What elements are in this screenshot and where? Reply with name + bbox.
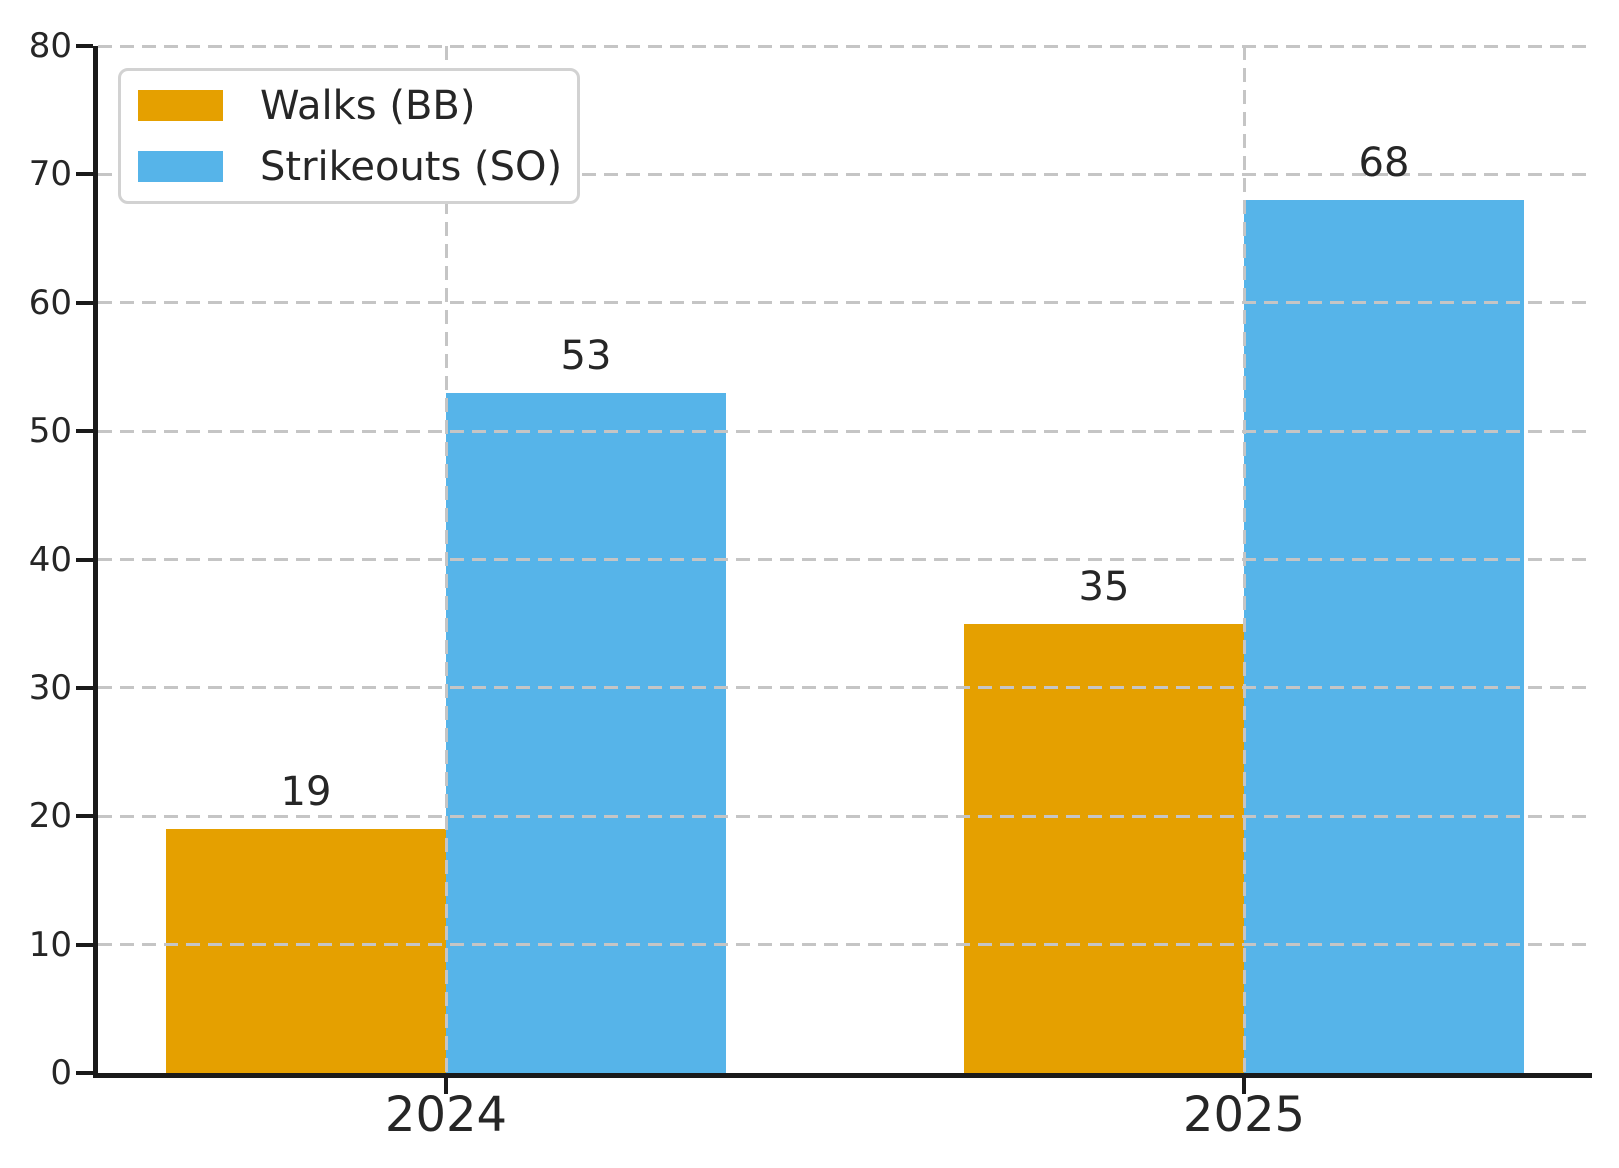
gridline-y-80 — [98, 44, 1592, 48]
x-axis-line — [93, 1073, 1592, 1078]
bar-2025-strikeouts — [1244, 200, 1524, 1073]
gridline-x-2024 — [444, 46, 448, 1073]
gridline-y-50 — [98, 429, 1592, 433]
legend-label-strikeouts: Strikeouts (SO) — [260, 143, 563, 190]
bar-value-label: 53 — [560, 332, 612, 379]
bar-value-label: 35 — [1078, 563, 1130, 610]
legend-item-strikeouts: Strikeouts (SO) — [138, 144, 577, 190]
y-tick-label: 60 — [28, 282, 72, 323]
gridline-y-40 — [98, 558, 1592, 561]
gridline-y-20 — [98, 814, 1592, 818]
legend-swatch-walks-color — [138, 90, 223, 121]
bar-2024-walks — [166, 829, 446, 1073]
y-tick-mark — [76, 429, 93, 434]
y-tick-label: 20 — [28, 796, 72, 837]
y-tick-mark — [76, 1071, 93, 1075]
y-tick-label: 10 — [28, 924, 72, 965]
y-tick-mark — [76, 942, 93, 947]
legend-item-walks: Walks (BB) — [138, 83, 577, 129]
bar-value-label: 19 — [280, 769, 332, 816]
x-tick-label-2024: 2024 — [384, 1087, 508, 1143]
gridline-y-30 — [98, 686, 1592, 690]
legend-label-walks: Walks (BB) — [260, 82, 476, 129]
y-tick-label: 80 — [28, 26, 72, 66]
y-tick-label: 0 — [50, 1053, 72, 1093]
bar-2025-walks — [964, 623, 1244, 1073]
gridline-y-60 — [98, 301, 1592, 305]
bar-value-label: 68 — [1358, 140, 1410, 187]
gridline-x-2025 — [1242, 46, 1246, 1073]
legend-swatch-strikeouts-color — [138, 151, 223, 182]
bar-2024-strikeouts — [446, 392, 726, 1073]
y-tick-mark — [76, 685, 93, 690]
y-tick-mark — [76, 814, 93, 819]
gridline-y-10 — [98, 943, 1592, 947]
y-tick-mark — [76, 44, 93, 48]
x-tick-mark — [444, 1078, 448, 1094]
x-tick-mark — [1242, 1078, 1246, 1094]
y-tick-label: 40 — [28, 539, 72, 580]
gridline-y-70 — [98, 172, 1592, 176]
x-tick-label-2025: 2025 — [1182, 1087, 1306, 1143]
y-tick-label: 30 — [28, 667, 72, 708]
y-tick-mark — [76, 172, 93, 177]
y-tick-label: 50 — [28, 411, 72, 452]
y-tick-mark — [76, 557, 93, 562]
legend: Walks (BB) Strikeouts (SO) — [118, 68, 580, 204]
y-tick-label: 70 — [28, 154, 72, 195]
y-axis-line — [93, 46, 98, 1078]
y-tick-mark — [76, 300, 93, 305]
